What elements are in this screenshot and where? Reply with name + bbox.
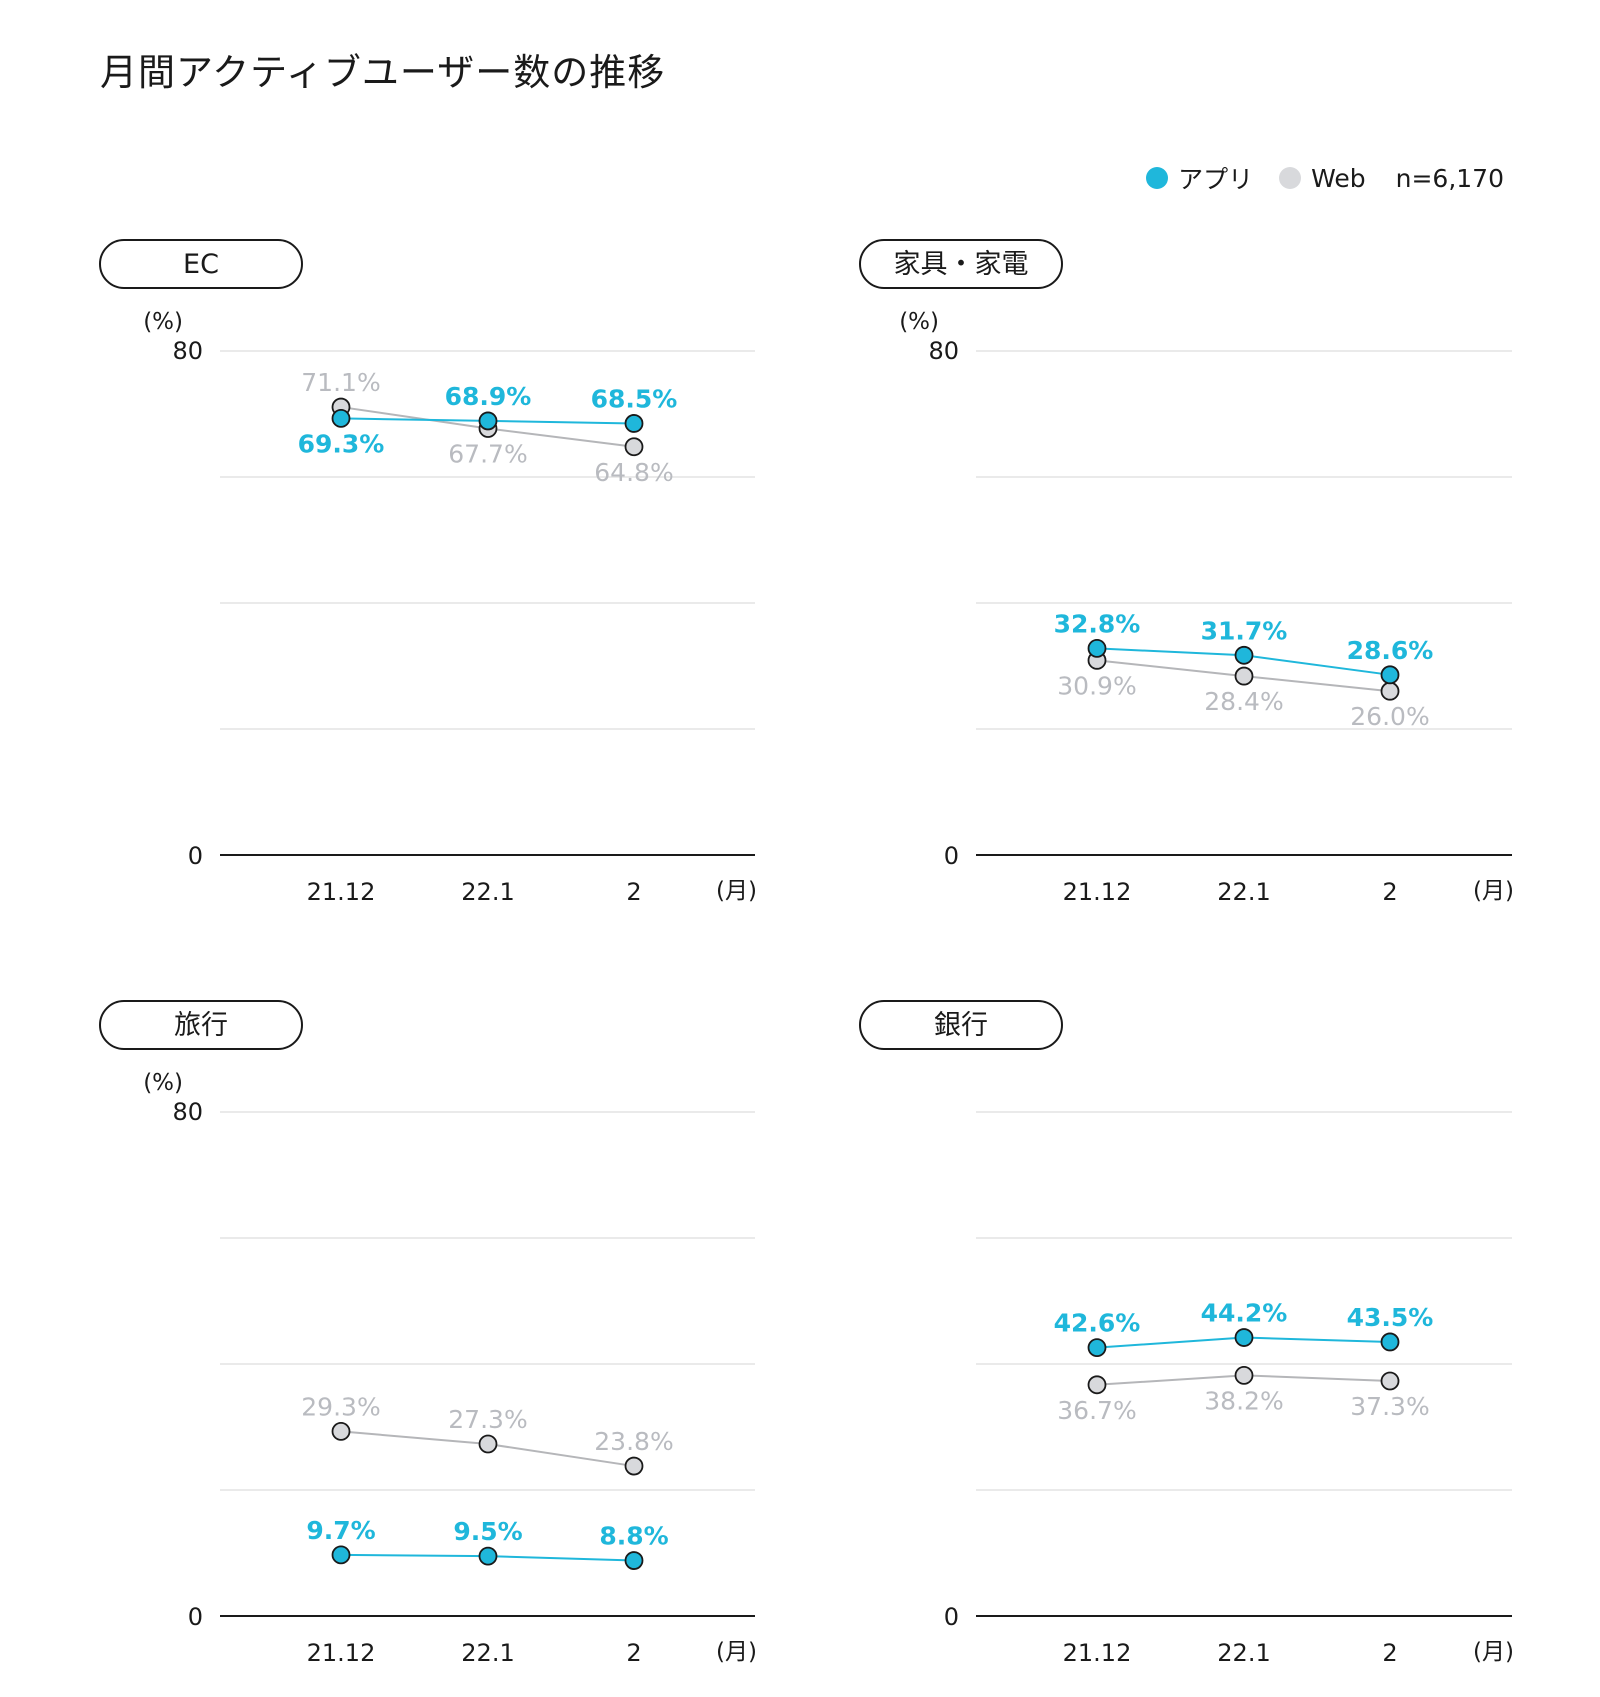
data-label-app: 31.7% bbox=[1201, 616, 1288, 645]
data-point-web bbox=[624, 437, 644, 457]
data-label-app: 68.5% bbox=[591, 384, 678, 413]
legend-item-app: アプリ bbox=[1146, 160, 1253, 196]
data-point-app bbox=[1380, 1332, 1400, 1352]
data-point-app bbox=[331, 1545, 351, 1565]
panel-label-pill bbox=[859, 1000, 1063, 1050]
data-label-web: 71.1% bbox=[301, 368, 380, 397]
chart-panel-3: 銀行 0 21.12 22.1 2 (月) 36.7% 38.2% 37.3% 42.6% 44.2… bbox=[859, 1000, 1514, 1667]
data-label-web: 30.9% bbox=[1057, 671, 1136, 700]
panel-label: 銀行 bbox=[934, 1010, 988, 1041]
data-point-web bbox=[1380, 681, 1400, 701]
panel-label-pill bbox=[99, 239, 303, 289]
x-tick-label: 21.12 bbox=[307, 878, 376, 906]
y-tick-label: 80 bbox=[172, 1098, 203, 1126]
data-label-app: 8.8% bbox=[599, 1522, 668, 1551]
data-label-app: 9.7% bbox=[306, 1516, 375, 1545]
data-point-app bbox=[624, 1551, 644, 1570]
chart-panel-0: EC (%)80 0 21.12 22.1 2 (月) 71.1% 67.7% 64.8% 69.3… bbox=[99, 239, 757, 906]
data-point-app bbox=[478, 411, 498, 431]
x-unit-label: (月) bbox=[716, 878, 757, 904]
x-unit-label: (月) bbox=[1473, 878, 1514, 904]
data-label-web: 67.7% bbox=[448, 439, 527, 468]
data-label-web: 23.8% bbox=[594, 1427, 673, 1456]
data-label-web: 36.7% bbox=[1057, 1396, 1136, 1425]
data-label-app: 68.9% bbox=[445, 382, 532, 411]
panel-label-pill bbox=[99, 1000, 303, 1050]
y-unit-label: (%) bbox=[143, 1070, 183, 1096]
data-point-app bbox=[1380, 665, 1400, 685]
data-label-app: 69.3% bbox=[298, 429, 385, 458]
data-label-app: 44.2% bbox=[1201, 1299, 1288, 1328]
data-point-app bbox=[1087, 638, 1107, 658]
data-point-app bbox=[1234, 645, 1254, 665]
data-point-web bbox=[1234, 1365, 1254, 1385]
x-tick-label: 22.1 bbox=[461, 878, 514, 906]
data-point-app bbox=[1234, 1328, 1254, 1347]
panel-label-pill bbox=[859, 239, 1063, 289]
panel-label: 家具・家電 bbox=[894, 249, 1029, 280]
data-label-web: 29.3% bbox=[301, 1392, 380, 1421]
sample-size: n=6,170 bbox=[1395, 163, 1504, 193]
legend-swatch-web bbox=[1279, 167, 1302, 189]
legend-swatch-app bbox=[1146, 167, 1169, 189]
x-tick-label: 2 bbox=[1382, 1639, 1397, 1667]
legend-label-web: Web bbox=[1311, 163, 1366, 193]
y-tick-label: 0 bbox=[188, 842, 203, 870]
data-label-app: 28.6% bbox=[1347, 636, 1434, 665]
data-label-app: 32.8% bbox=[1054, 609, 1141, 638]
x-tick-label: 22.1 bbox=[461, 1639, 514, 1667]
x-tick-label: 2 bbox=[1382, 878, 1397, 906]
x-tick-label: 21.12 bbox=[1063, 878, 1132, 906]
chart-panel-1: 家具・家電 (%)80 0 21.12 22.1 2 (月) 30.9% 28.4% 26.0% 3… bbox=[859, 239, 1514, 906]
data-label-web: 37.3% bbox=[1350, 1392, 1429, 1421]
data-label-web: 38.2% bbox=[1204, 1386, 1283, 1415]
y-tick-label: 80 bbox=[172, 337, 203, 365]
data-point-app bbox=[1087, 1338, 1107, 1358]
legend-item-web: Web bbox=[1279, 164, 1366, 193]
data-label-web: 27.3% bbox=[448, 1405, 527, 1434]
panel-label: EC bbox=[183, 249, 219, 280]
x-tick-label: 2 bbox=[626, 878, 641, 906]
y-tick-label: 0 bbox=[944, 842, 959, 870]
x-tick-label: 21.12 bbox=[307, 1639, 376, 1667]
data-label-web: 28.4% bbox=[1204, 687, 1283, 716]
x-unit-label: (月) bbox=[1473, 1639, 1514, 1665]
data-point-web bbox=[1380, 1371, 1400, 1391]
data-label-web: 26.0% bbox=[1350, 702, 1429, 731]
data-point-web bbox=[624, 1456, 644, 1476]
page-title: 月間アクティブユーザー数の推移 bbox=[100, 51, 666, 94]
data-point-web bbox=[478, 1434, 498, 1454]
panel-label: 旅行 bbox=[174, 1010, 228, 1041]
y-tick-label: 0 bbox=[188, 1603, 203, 1631]
y-unit-label: (%) bbox=[143, 309, 183, 335]
legend: アプリ Web n=6,170 bbox=[1146, 160, 1504, 196]
data-point-app bbox=[624, 414, 644, 433]
data-point-web bbox=[1087, 1375, 1107, 1395]
x-tick-label: 21.12 bbox=[1063, 1639, 1132, 1667]
y-tick-label: 0 bbox=[944, 1603, 959, 1631]
data-point-app bbox=[478, 1546, 498, 1566]
data-point-web bbox=[331, 1422, 351, 1441]
x-tick-label: 2 bbox=[626, 1639, 641, 1667]
data-label-web: 64.8% bbox=[594, 458, 673, 487]
y-unit-label: (%) bbox=[899, 309, 939, 335]
data-label-app: 43.5% bbox=[1347, 1303, 1434, 1332]
data-label-app: 9.5% bbox=[453, 1517, 522, 1546]
data-point-web bbox=[1234, 666, 1254, 686]
x-tick-label: 22.1 bbox=[1217, 878, 1270, 906]
y-tick-label: 80 bbox=[928, 337, 959, 365]
chart-panel-2: 旅行 (%)80 0 21.12 22.1 2 (月) 29.3% 27.3% 23.8% 9.7%… bbox=[99, 1000, 757, 1667]
data-point-app bbox=[331, 409, 351, 428]
legend-label-app: アプリ bbox=[1178, 165, 1254, 194]
x-unit-label: (月) bbox=[716, 1639, 757, 1665]
x-tick-label: 22.1 bbox=[1217, 1639, 1270, 1667]
data-label-app: 42.6% bbox=[1054, 1309, 1141, 1338]
